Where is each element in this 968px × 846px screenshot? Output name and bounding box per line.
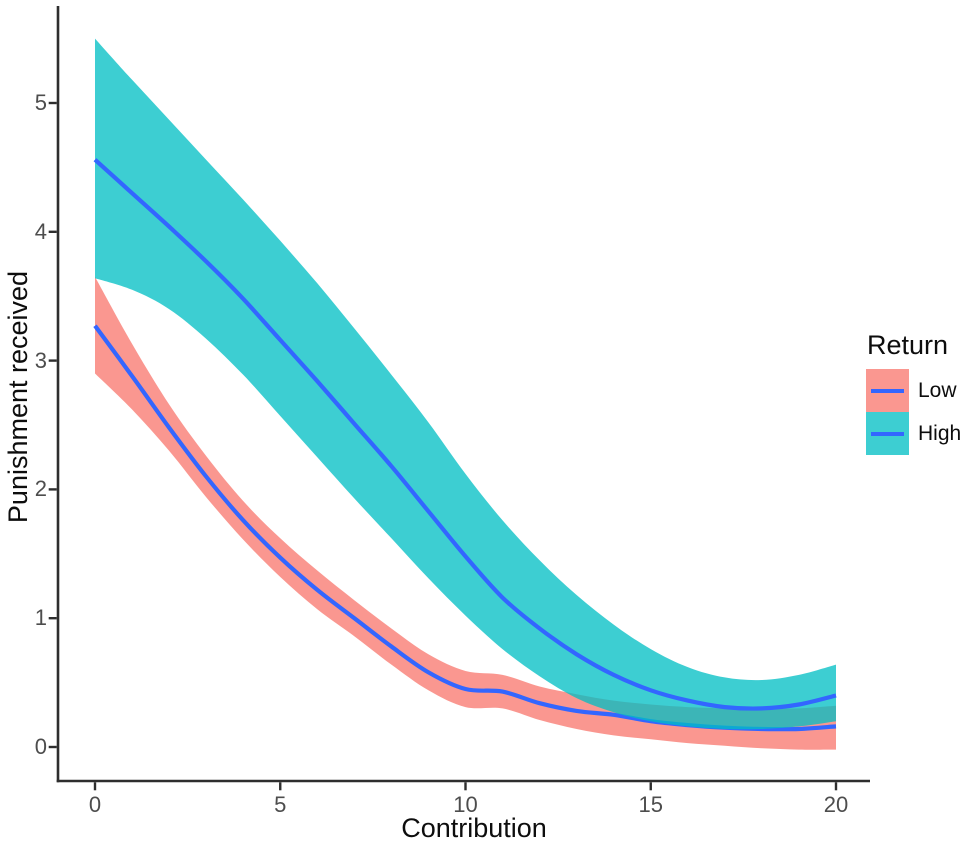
legend-key-line-icon <box>871 388 904 393</box>
trend-line-high <box>93 158 837 711</box>
y-tick-label: 1 <box>34 605 47 631</box>
legend-item-low: Low <box>866 369 961 412</box>
y-tick-label: 5 <box>34 90 47 115</box>
y-tick-label: 3 <box>34 347 47 373</box>
legend-label-high: High <box>918 421 962 445</box>
legend-label-low: Low <box>918 378 957 402</box>
legend-items: Low High <box>866 369 961 455</box>
legend-key-line-icon <box>871 431 904 436</box>
x-tick-label: 5 <box>274 792 287 817</box>
legend-title: Return <box>867 330 949 360</box>
ci-band-low <box>95 276 836 750</box>
y-tick-label: 2 <box>34 476 47 502</box>
x-axis-title: Contribution <box>401 813 547 843</box>
y-tick-label: 4 <box>34 218 47 244</box>
x-tick-label: 10 <box>453 792 478 817</box>
legend-swatch-low <box>866 369 909 412</box>
legend-swatch-high <box>866 412 909 455</box>
legend: Return Low High <box>866 330 961 455</box>
ci-band-high <box>95 38 836 730</box>
y-tick-label: 0 <box>34 734 47 759</box>
legend-item-high: High <box>866 412 961 455</box>
y-axis-title: Punishment received <box>3 270 33 524</box>
x-tick-label: 20 <box>823 792 849 817</box>
x-tick-label: 0 <box>88 792 102 817</box>
x-tick-label: 15 <box>638 792 663 817</box>
